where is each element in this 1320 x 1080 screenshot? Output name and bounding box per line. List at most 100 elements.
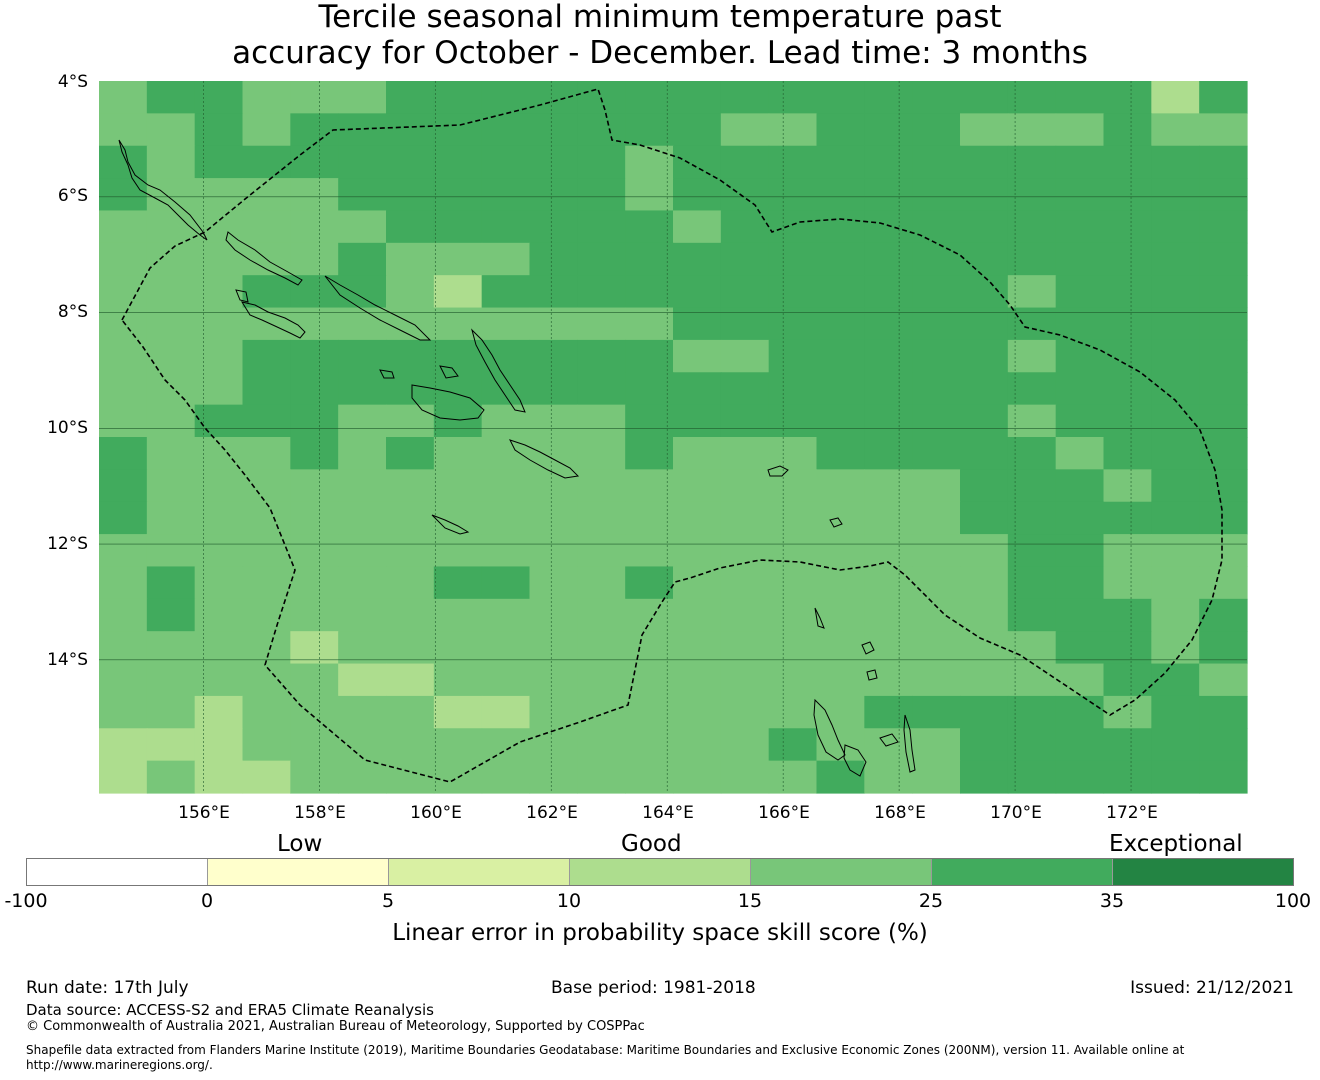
grid-cell bbox=[912, 728, 961, 762]
grid-cell bbox=[625, 339, 674, 373]
grid-cell bbox=[194, 534, 244, 568]
grid-cell bbox=[146, 663, 196, 697]
grid-cell bbox=[1055, 501, 1105, 535]
grid-cell bbox=[386, 242, 435, 276]
grid-cell bbox=[625, 307, 674, 341]
grid-cell bbox=[433, 469, 483, 503]
grid-cell bbox=[146, 404, 196, 438]
grid-cell bbox=[1007, 598, 1057, 632]
grid-cell bbox=[290, 534, 339, 568]
grid-cell bbox=[816, 81, 865, 114]
grid-cell bbox=[960, 404, 1009, 438]
grid-cell bbox=[1151, 404, 1200, 438]
grid-cell bbox=[1151, 307, 1200, 341]
grid-cell bbox=[577, 469, 626, 503]
grid-cell bbox=[194, 695, 244, 729]
grid-cell bbox=[386, 469, 435, 503]
grid-cell bbox=[1199, 404, 1248, 438]
grid-cell bbox=[960, 339, 1009, 373]
grid-cell bbox=[1199, 372, 1248, 406]
lon-label-162e: 162°E bbox=[526, 803, 578, 823]
grid-cell bbox=[1199, 437, 1248, 470]
grid-cell bbox=[146, 760, 196, 794]
grid-cell bbox=[1007, 372, 1057, 406]
coast-choiseul bbox=[225, 231, 303, 286]
grid-cell bbox=[720, 437, 770, 470]
grid-cell bbox=[529, 339, 578, 373]
map-title-line-2: accuracy for October - December. Lead ti… bbox=[232, 35, 1088, 71]
grid-cell bbox=[481, 598, 531, 632]
grid-cell bbox=[1007, 663, 1057, 697]
grid-cell bbox=[912, 242, 961, 276]
grid-cell bbox=[720, 210, 770, 244]
grid-cell bbox=[1007, 501, 1057, 535]
grid-cell bbox=[720, 534, 770, 568]
grid-cell bbox=[194, 275, 244, 309]
grid-cell bbox=[433, 598, 483, 632]
grid-cell bbox=[338, 501, 387, 535]
grid-cell bbox=[720, 307, 770, 341]
grid-cell bbox=[864, 145, 913, 179]
grid-cell bbox=[338, 728, 387, 762]
grid-cell bbox=[1007, 113, 1057, 147]
grid-cell bbox=[960, 372, 1009, 406]
grid-cell bbox=[1103, 534, 1152, 568]
grid-cell bbox=[1199, 145, 1248, 179]
grid-cell bbox=[529, 501, 578, 535]
grid-cell bbox=[768, 728, 818, 762]
grid-cell bbox=[625, 534, 674, 568]
grid-cell bbox=[1151, 760, 1200, 794]
grid-cell bbox=[1199, 501, 1248, 535]
grid-cell bbox=[1151, 339, 1200, 373]
grid-cell bbox=[1151, 210, 1200, 244]
grid-cell bbox=[1055, 728, 1105, 762]
grid-cell bbox=[529, 178, 578, 212]
skill-grid bbox=[99, 81, 1248, 794]
colorbar-tick-4: 10 bbox=[556, 890, 582, 912]
colorbar-label: Linear error in probability space skill … bbox=[392, 920, 928, 946]
grid-cell bbox=[1151, 534, 1200, 568]
grid-cell bbox=[481, 339, 531, 373]
grid-cell bbox=[481, 145, 531, 179]
grid-cell bbox=[290, 307, 339, 341]
grid-cell bbox=[816, 437, 865, 470]
grid-cell bbox=[338, 760, 387, 794]
grid-cell bbox=[146, 372, 196, 406]
grid-cell bbox=[673, 566, 722, 600]
grid-cell bbox=[816, 275, 865, 309]
grid-cell bbox=[290, 372, 339, 406]
grid-cell bbox=[577, 307, 626, 341]
grid-cell bbox=[1199, 307, 1248, 341]
grid-cell bbox=[720, 728, 770, 762]
grid-cell bbox=[99, 113, 148, 147]
grid-cell bbox=[290, 598, 339, 632]
grid-cell bbox=[720, 760, 770, 794]
grid-cell bbox=[1007, 728, 1057, 762]
grid-cell bbox=[1151, 437, 1200, 470]
grid-cell bbox=[433, 81, 483, 114]
grid-cell bbox=[1151, 275, 1200, 309]
grid-cell bbox=[99, 178, 148, 212]
grid-cell bbox=[673, 113, 722, 147]
grid-cell bbox=[673, 534, 722, 568]
coast-guadalcanal bbox=[411, 384, 485, 421]
grid-cell bbox=[577, 404, 626, 438]
grid-cell bbox=[242, 695, 291, 729]
grid-cell bbox=[529, 728, 578, 762]
grid-cell bbox=[433, 501, 483, 535]
legend-category-exceptional: Exceptional bbox=[1109, 831, 1243, 857]
grid-cell bbox=[481, 663, 531, 697]
grid-cell bbox=[146, 469, 196, 503]
grid-cell bbox=[577, 178, 626, 212]
grid-cell bbox=[146, 339, 196, 373]
grid-cell bbox=[433, 372, 483, 406]
grid-cell bbox=[912, 81, 961, 114]
grid-cell bbox=[912, 760, 961, 794]
grid-cell bbox=[1055, 404, 1105, 438]
colorbar bbox=[26, 858, 1294, 886]
grid-cell bbox=[146, 242, 196, 276]
grid-cell bbox=[960, 242, 1009, 276]
grid-cell bbox=[768, 113, 818, 147]
grid-cell bbox=[290, 275, 339, 309]
grid-cell bbox=[960, 534, 1009, 568]
